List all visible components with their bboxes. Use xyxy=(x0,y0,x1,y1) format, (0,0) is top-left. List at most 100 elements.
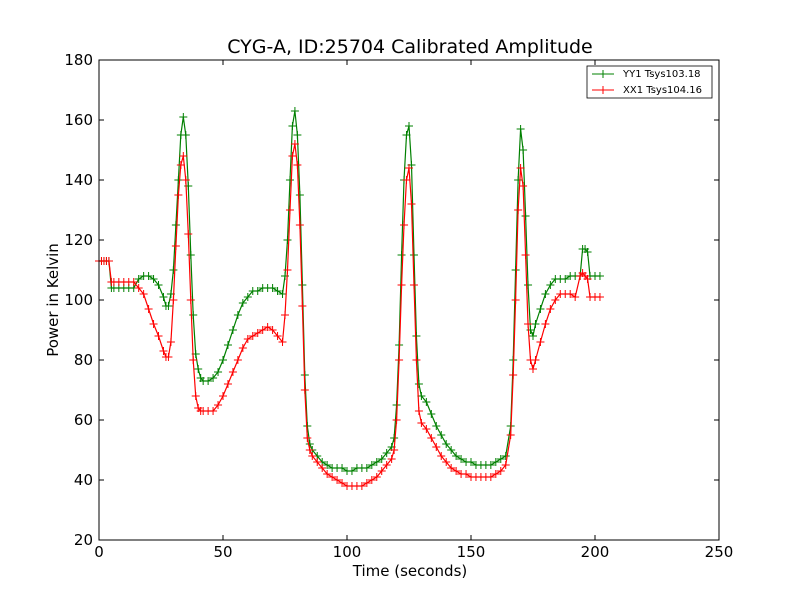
data-point xyxy=(511,266,520,274)
data-point xyxy=(209,407,218,415)
data-point xyxy=(253,329,262,337)
data-point xyxy=(285,206,294,214)
data-point xyxy=(149,320,158,328)
data-point xyxy=(362,479,371,487)
data-point xyxy=(305,446,314,454)
data-point xyxy=(318,464,327,472)
data-point xyxy=(427,434,436,442)
data-point xyxy=(521,212,530,220)
data-point xyxy=(414,407,423,415)
y-tick-label: 60 xyxy=(74,411,93,429)
data-point xyxy=(281,311,289,319)
data-point xyxy=(238,344,247,352)
data-point xyxy=(164,302,173,310)
data-point xyxy=(134,284,143,292)
data-point xyxy=(154,332,163,340)
data-point xyxy=(219,356,227,364)
data-point xyxy=(191,392,200,400)
data-point xyxy=(293,131,302,139)
data-point xyxy=(402,131,411,139)
data-point xyxy=(214,368,223,376)
x-tick-label: 0 xyxy=(94,543,104,561)
data-point xyxy=(516,125,525,133)
data-point xyxy=(405,122,413,130)
data-point xyxy=(338,464,347,472)
data-point xyxy=(519,146,528,154)
data-point xyxy=(519,182,528,190)
data-point xyxy=(536,305,545,313)
data-point xyxy=(219,392,227,400)
data-point xyxy=(171,242,180,250)
data-point xyxy=(392,416,401,424)
data-point xyxy=(288,122,297,130)
data-point xyxy=(551,296,560,304)
data-point xyxy=(298,302,307,310)
data-point xyxy=(214,401,223,409)
data-point xyxy=(546,281,555,289)
data-point xyxy=(233,356,242,364)
legend-label-yy1: YY1 Tsys103.18 xyxy=(622,69,701,80)
data-point xyxy=(524,281,533,289)
data-point xyxy=(144,305,153,313)
data-point xyxy=(288,152,297,160)
data-point xyxy=(189,356,198,364)
data-point xyxy=(303,434,312,442)
data-point xyxy=(223,380,232,388)
data-point xyxy=(313,458,322,466)
data-point xyxy=(159,293,168,301)
data-point xyxy=(382,461,391,469)
data-point xyxy=(377,467,386,475)
data-point xyxy=(323,461,332,469)
data-point xyxy=(452,452,461,460)
data-point xyxy=(129,278,138,286)
series-xx1 xyxy=(95,140,604,490)
data-point xyxy=(134,275,143,283)
data-point xyxy=(372,458,381,466)
data-point xyxy=(432,443,441,451)
data-point xyxy=(496,455,505,463)
data-point xyxy=(243,335,252,343)
data-point xyxy=(338,479,347,487)
data-point xyxy=(149,275,158,283)
data-point xyxy=(437,452,446,460)
data-point xyxy=(506,431,515,439)
data-point xyxy=(295,191,304,199)
data-point xyxy=(395,356,404,364)
data-point xyxy=(194,365,203,373)
y-tick-label: 100 xyxy=(64,291,93,309)
series-line xyxy=(99,143,600,487)
data-point xyxy=(566,290,575,298)
plot-area-frame xyxy=(98,59,720,541)
data-point xyxy=(278,290,287,298)
data-point xyxy=(514,206,523,214)
data-point xyxy=(447,446,456,454)
series-layer xyxy=(95,107,604,490)
data-point xyxy=(516,164,525,172)
legend-marker-xx1 xyxy=(599,86,607,94)
chart-title: CYG-A, ID:25704 Calibrated Amplitude xyxy=(227,36,592,58)
data-point xyxy=(169,296,178,304)
x-tick-label: 200 xyxy=(581,543,610,561)
data-point xyxy=(417,419,426,427)
data-point xyxy=(283,266,292,274)
y-tick-label: 120 xyxy=(64,231,93,249)
data-point xyxy=(531,356,540,364)
data-point xyxy=(164,353,173,361)
x-tick-label: 150 xyxy=(457,543,486,561)
data-point xyxy=(186,251,195,259)
data-point xyxy=(447,464,456,472)
data-point xyxy=(295,221,304,229)
data-point xyxy=(583,248,592,256)
data-point xyxy=(283,236,292,244)
data-point xyxy=(174,176,183,184)
y-tick-label: 20 xyxy=(74,531,93,549)
data-point xyxy=(390,434,399,442)
legend: YY1 Tsys103.18 XX1 Tsys104.16 xyxy=(586,65,713,99)
data-point xyxy=(511,296,520,304)
data-point xyxy=(377,455,386,463)
data-point xyxy=(427,410,436,418)
y-tick-label: 180 xyxy=(64,51,93,69)
data-point xyxy=(571,293,580,301)
data-point xyxy=(357,482,366,490)
